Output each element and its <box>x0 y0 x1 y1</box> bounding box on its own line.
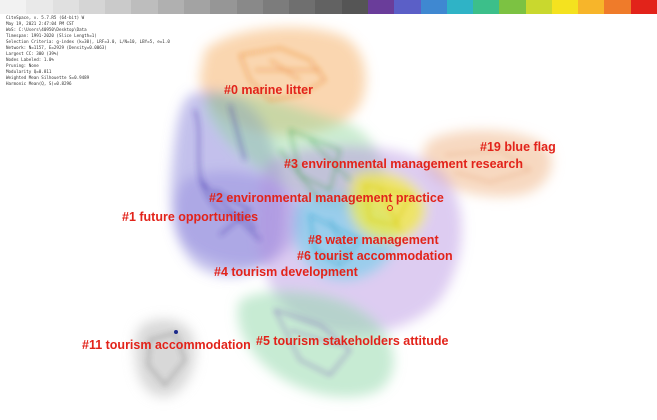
timeline-slice <box>131 0 158 14</box>
timeline-slice <box>367 0 395 14</box>
info-line: Harmonic Mean(Q, S)=0.8296 <box>6 81 72 86</box>
cluster-label-5[interactable]: #5 tourism stakeholders attitude <box>256 334 449 348</box>
cluster-links-0 <box>239 47 326 101</box>
cluster-links-1 <box>194 104 261 241</box>
cluster-hull-11 <box>135 319 196 397</box>
info-line: WoS: C:\Users\40950\Desktop\Data <box>6 27 87 32</box>
cluster-links-8 <box>309 213 361 266</box>
cluster-label-19[interactable]: #19 blue flag <box>480 140 556 154</box>
cluster-label-8[interactable]: #8 water management <box>308 233 439 247</box>
timeline-slice <box>420 0 447 14</box>
info-line: Selection Criteria: g-index (k=30), LRF=… <box>6 39 170 44</box>
timeline-slice <box>394 0 421 14</box>
cluster-hull-19 <box>422 130 552 197</box>
timeline-slice <box>262 0 290 14</box>
timeline-slice <box>578 0 605 14</box>
timeline-slice <box>630 0 657 14</box>
info-line: CiteSpace, v. 5.7.R5 (64-bit) W <box>6 15 85 20</box>
cluster-links-5 <box>273 309 351 376</box>
timeline-slice <box>52 0 79 14</box>
timeline-slice <box>473 0 500 14</box>
cluster-label-0[interactable]: #0 marine litter <box>224 83 313 97</box>
timeline-slice <box>604 0 631 14</box>
info-line: Weighted Mean Silhouette S=0.9489 <box>6 75 90 80</box>
timeline-slice <box>157 0 184 14</box>
cluster-label-4[interactable]: #4 tourism development <box>214 265 358 279</box>
node-highlight-navy <box>174 330 178 334</box>
timeline-slice <box>551 0 579 14</box>
info-line: Nodes Labeled: 1.0% <box>6 57 54 62</box>
cluster-label-3[interactable]: #3 environmental management research <box>284 157 523 171</box>
timeline-slice <box>289 0 316 14</box>
cluster-hull-5 <box>237 291 394 398</box>
cluster-links-3 <box>279 129 351 201</box>
timeline-slice <box>0 0 27 14</box>
info-line: Network: N=1157, E=2929 (Density=0.0063) <box>6 45 107 50</box>
cluster-label-2[interactable]: #2 environmental management practice <box>209 191 444 205</box>
cluster-links-19 <box>444 149 532 183</box>
timeline-slice <box>210 0 237 14</box>
timeline-color-bar <box>0 0 657 14</box>
timeline-slice <box>341 0 368 14</box>
timeline-slice <box>236 0 263 14</box>
info-line: Timespan: 1991-2020 (Slice Length=1) <box>6 33 97 38</box>
info-line: Modularity Q=0.811 <box>6 69 52 74</box>
info-line: Pruning: None <box>6 63 39 68</box>
info-line: May 19, 2021 2:47:04 PM CST <box>6 21 75 26</box>
timeline-slice <box>446 0 474 14</box>
cluster-label-11[interactable]: #11 tourism accommodation <box>82 338 251 352</box>
timeline-slice <box>183 0 211 14</box>
cluster-links-11 <box>147 332 186 386</box>
timeline-slice <box>315 0 342 14</box>
node-highlight-red <box>387 205 393 211</box>
software-info-panel: CiteSpace, v. 5.7.R5 (64-bit) W May 19, … <box>6 15 186 87</box>
cluster-label-1[interactable]: #1 future opportunities <box>122 210 259 224</box>
timeline-slice <box>26 0 53 14</box>
timeline-slice <box>525 0 552 14</box>
timeline-slice <box>499 0 526 14</box>
info-line: Largest CC: 300 (39%) <box>6 51 59 56</box>
cluster-label-6[interactable]: #6 tourist accommodation <box>297 249 453 263</box>
timeline-slice <box>78 0 106 14</box>
timeline-slice <box>105 0 132 14</box>
